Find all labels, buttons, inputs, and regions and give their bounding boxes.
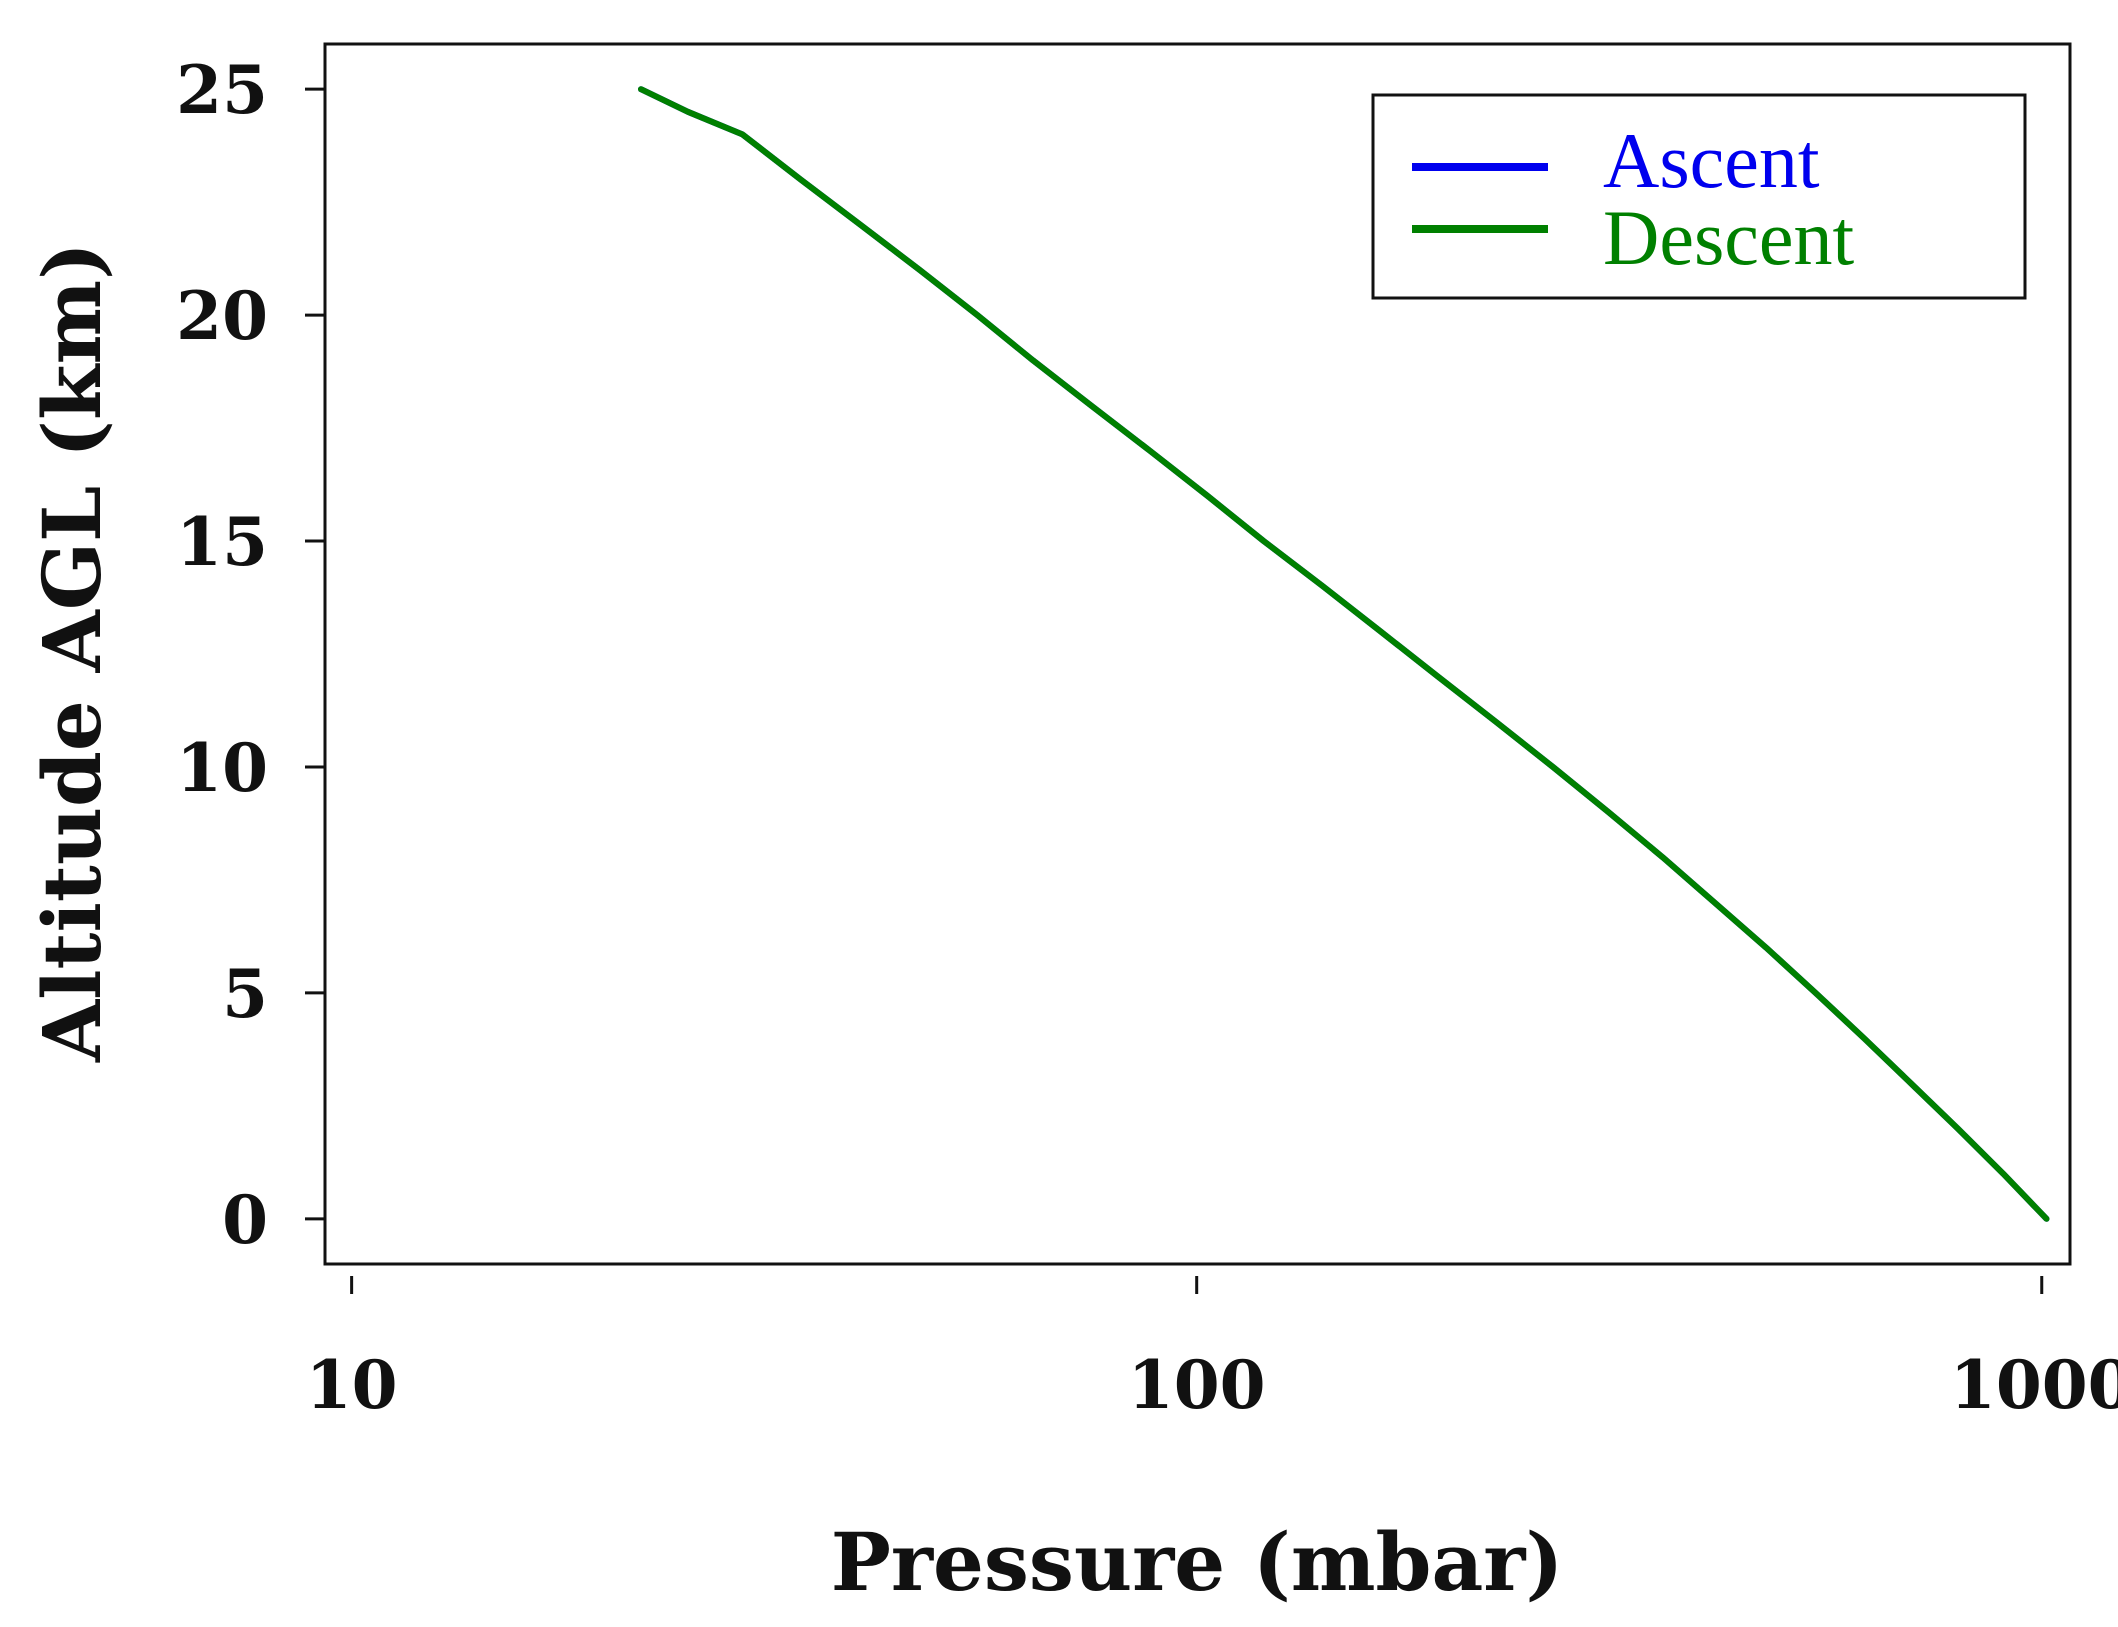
plot-frame xyxy=(323,42,2072,1266)
y-tick-label-5: 5 xyxy=(222,955,268,1033)
x-tick-label-1000: 1000 xyxy=(1950,1346,2118,1424)
legend-box xyxy=(1371,93,2027,300)
y-tick-label-0: 0 xyxy=(222,1181,268,1259)
x-axis-ticks: 10 100 1000 xyxy=(306,1276,2118,1424)
x-axis-label: Pressure (mbar) xyxy=(831,1515,1564,1609)
y-axis-ticks: 0 5 10 15 20 25 xyxy=(176,51,325,1259)
x-tick-label-10: 10 xyxy=(306,1346,398,1424)
series-lines xyxy=(638,86,2050,1222)
y-tick-label-10: 10 xyxy=(176,729,268,807)
legend: Ascent Descent xyxy=(1371,93,2027,300)
y-axis-label: Altitude AGL (km) xyxy=(25,242,119,1063)
legend-label-descent: Descent xyxy=(1603,194,1855,281)
y-tick-label-15: 15 xyxy=(176,503,268,581)
x-tick-label-100: 100 xyxy=(1128,1346,1266,1424)
y-tick-label-20: 20 xyxy=(176,277,268,355)
legend-label-ascent: Ascent xyxy=(1603,117,1820,204)
series-line-descent xyxy=(638,86,2050,1222)
y-tick-label-25: 25 xyxy=(176,51,268,129)
